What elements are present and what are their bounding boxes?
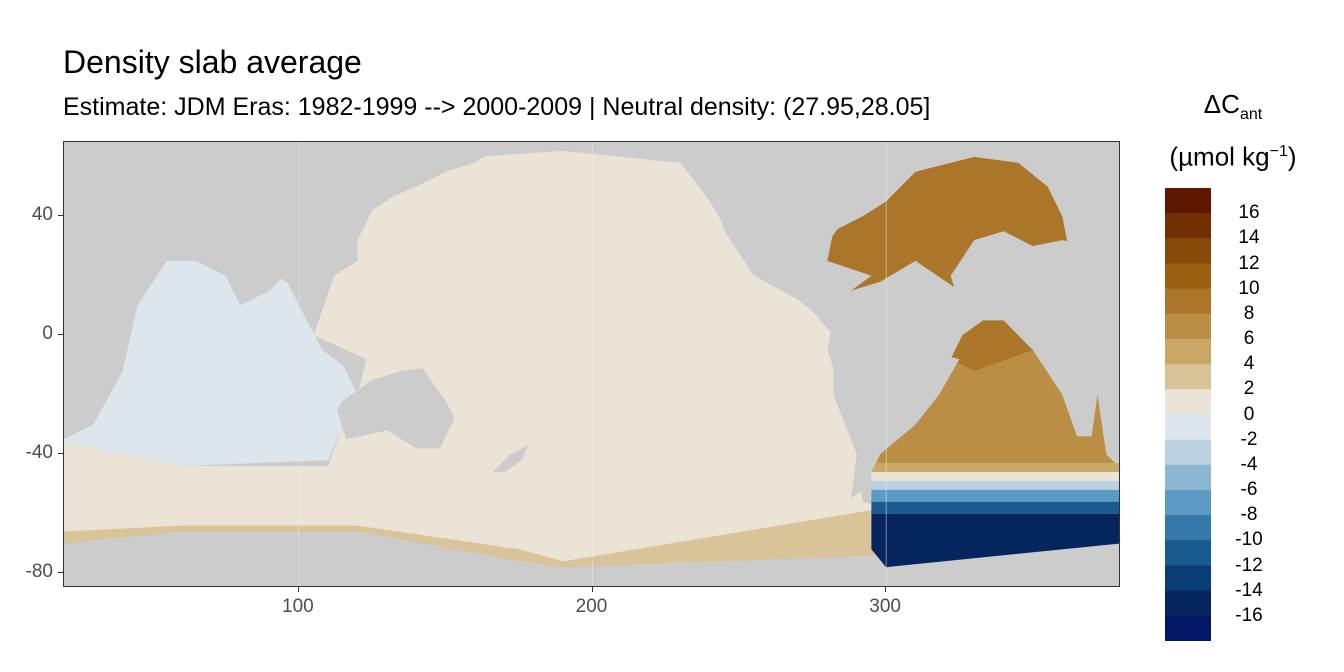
legend-units: (µmol kg−1) (1169, 141, 1297, 172)
legend-label: -10 (1235, 529, 1263, 551)
y-tick-mark (58, 453, 63, 455)
y-tick-mark (58, 215, 63, 217)
legend-label: -16 (1235, 604, 1263, 626)
new-zealand-land (492, 445, 528, 472)
legend-label: 6 (1243, 328, 1255, 349)
legend-label: 16 (1238, 202, 1260, 224)
indian-ocean (64, 260, 358, 467)
y-tick-label: 0 (42, 323, 53, 345)
legend-swatch (1165, 263, 1211, 290)
africa-land (950, 231, 1119, 437)
x-tick-mark (885, 587, 887, 592)
legend-swatch (1165, 490, 1211, 516)
legend-swatch (1165, 364, 1211, 390)
y-tick-label: -80 (25, 561, 53, 583)
legend-swatch (1165, 565, 1211, 592)
legend-label: -2 (1240, 428, 1258, 450)
legend-label: 8 (1243, 302, 1255, 324)
y-tick-label: 40 (31, 204, 53, 226)
y-tick-mark (58, 572, 63, 574)
legend-swatch (1165, 288, 1211, 315)
legend-swatch (1165, 313, 1211, 340)
legend-label: -6 (1240, 479, 1258, 500)
southern-atlantic-band-4 (871, 501, 1119, 514)
legend-swatch (1165, 515, 1211, 541)
legend-label: 12 (1238, 252, 1260, 274)
north-america-land (592, 142, 916, 282)
legend-swatch (1165, 213, 1211, 239)
legend-label: -4 (1240, 453, 1258, 475)
x-tick-label: 100 (282, 596, 314, 617)
y-tick-mark (58, 334, 63, 336)
legend-label: 0 (1243, 403, 1255, 425)
australia-land (337, 368, 455, 449)
legend-swatch (1165, 188, 1211, 214)
legend-swatch (1165, 615, 1211, 641)
antarctica-land (64, 534, 1119, 586)
x-tick-mark (591, 587, 593, 592)
x-tick-label: 300 (869, 596, 901, 617)
legend-swatch (1165, 464, 1211, 491)
legend-label: 14 (1238, 227, 1260, 249)
legend-swatch (1165, 238, 1211, 264)
legend-title: ΔCant (1203, 89, 1263, 124)
legend-label: -14 (1235, 579, 1263, 601)
southern-atlantic-band-2 (871, 481, 1119, 490)
legend-swatch (1165, 590, 1211, 617)
legend-swatch (1165, 540, 1211, 566)
chart-subtitle: Estimate: JDM Eras: 1982-1999 --> 2000-2… (63, 93, 931, 121)
legend-label: 10 (1238, 277, 1260, 299)
legend-swatch (1165, 439, 1211, 466)
legend-colorbar (1165, 188, 1211, 641)
legend-label: -8 (1240, 504, 1258, 526)
x-tick-mark (297, 587, 299, 592)
legend-swatch (1165, 414, 1211, 441)
south-america-land (827, 305, 960, 499)
chart-title: Density slab average (63, 44, 362, 80)
southern-atlantic-band-1 (871, 472, 1119, 481)
legend-swatch (1165, 339, 1211, 365)
ocean-map (64, 142, 1119, 586)
legend-label: 4 (1243, 353, 1255, 375)
legend-label: -12 (1235, 554, 1263, 576)
x-tick-label: 200 (575, 596, 608, 617)
southern-atlantic-band-0 (871, 463, 1119, 472)
pacific-ocean (64, 150, 887, 562)
legend-label: 2 (1243, 378, 1255, 400)
atlantic-southern-ocean (871, 513, 1119, 568)
map-panel (63, 141, 1120, 587)
eurasia-land (64, 142, 505, 291)
y-tick-label: -40 (25, 442, 53, 464)
legend-swatch (1165, 389, 1211, 415)
southern-atlantic-band-3 (871, 489, 1119, 502)
